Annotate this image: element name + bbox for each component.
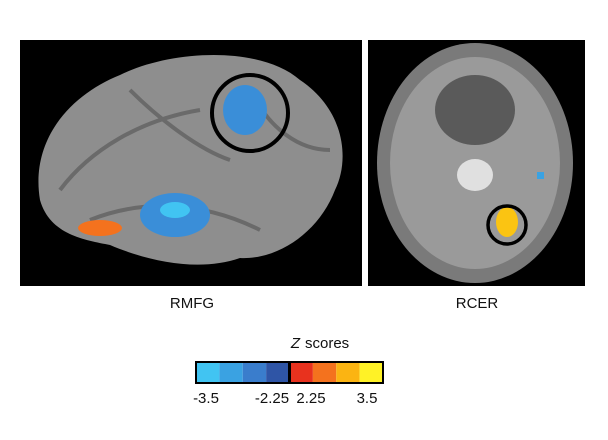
colorbar-swatch xyxy=(242,362,267,383)
colorbar-title: scores xyxy=(305,335,349,352)
colorbar-tick-label: -2.25 xyxy=(255,390,289,407)
colorbar-tick-label: 3.5 xyxy=(357,390,378,407)
colorbar-tick-label: -3.5 xyxy=(193,390,219,407)
panel-label: RCER xyxy=(456,295,499,312)
colorbar-swatch xyxy=(312,362,337,383)
colorbar-swatch xyxy=(336,362,360,383)
colorbar-swatch xyxy=(219,362,243,383)
colorbar-swatch xyxy=(196,362,220,383)
axial-slice xyxy=(377,43,573,283)
colorbar-swatch xyxy=(289,362,313,383)
colorbar-swatch xyxy=(359,362,383,383)
brain-surface xyxy=(38,55,343,265)
colorbar-tick-label: 2.25 xyxy=(296,390,325,407)
colorbar-swatch xyxy=(266,362,290,383)
colorbar-variable: Z xyxy=(290,335,301,352)
panel-label: RMFG xyxy=(170,295,214,312)
